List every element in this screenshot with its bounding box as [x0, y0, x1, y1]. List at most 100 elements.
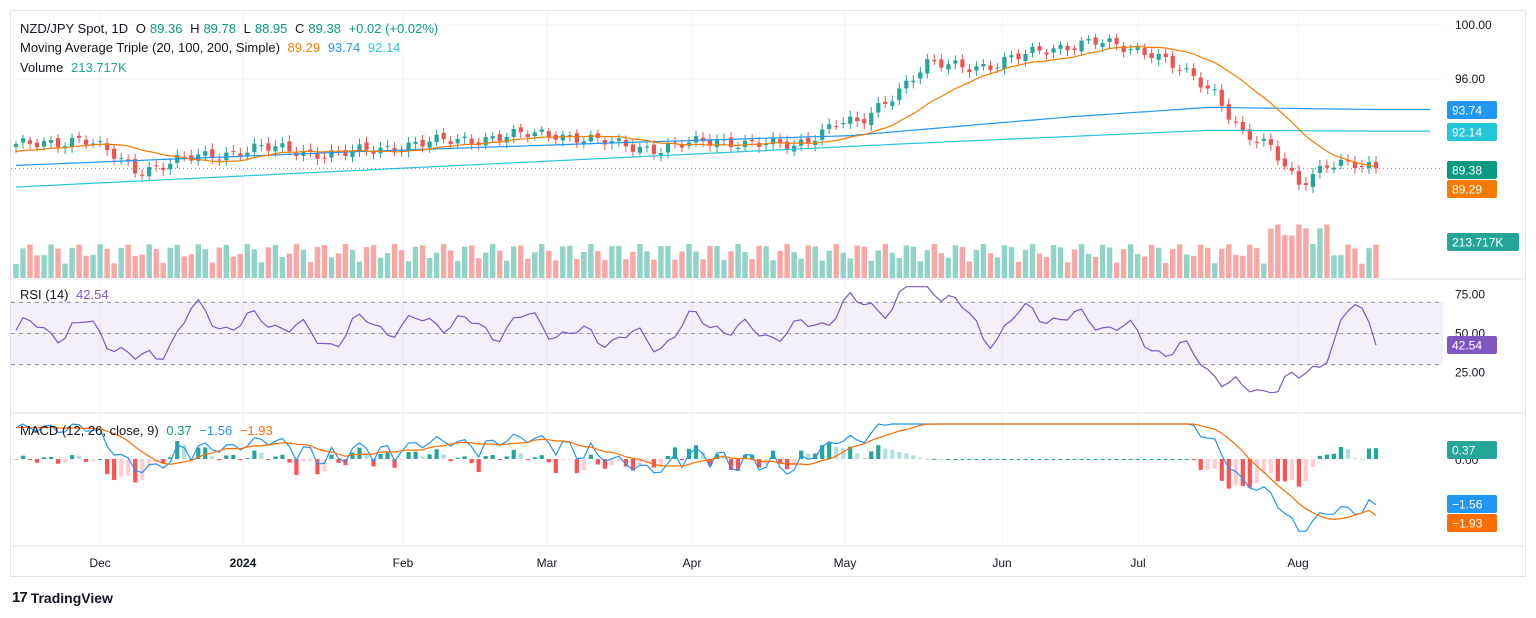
macd-hist-bar — [806, 453, 811, 459]
candle-body — [1261, 138, 1266, 141]
ma-label: Moving Average Triple (20, 100, 200, Sim… — [20, 40, 280, 55]
volume-bar — [125, 244, 131, 278]
candle-body — [644, 146, 650, 148]
macd-hist-bar — [721, 455, 727, 459]
candle-body — [532, 132, 537, 137]
candle-body — [1233, 121, 1238, 123]
macd-hist-bar — [609, 459, 614, 466]
volume-bar — [1057, 247, 1064, 278]
macd-hist-bar — [168, 457, 173, 459]
volume-bar — [938, 253, 945, 278]
candle-body — [105, 143, 110, 151]
candle-body — [785, 141, 790, 151]
macd-hist-bar — [553, 459, 558, 474]
macd-hist-bar — [714, 454, 720, 459]
macd-hist-bar — [140, 459, 145, 480]
volume-bar — [286, 253, 293, 278]
volume-bar — [1366, 248, 1372, 278]
candle-body — [504, 136, 509, 143]
volume-bar — [1317, 228, 1323, 278]
candle-body — [329, 150, 334, 158]
volume-bar — [1043, 257, 1050, 278]
macd-hist-bar — [301, 459, 306, 462]
volume-bar — [433, 252, 440, 278]
macd-hist-bar — [665, 455, 671, 459]
candle-body — [245, 152, 250, 156]
volume-bar — [62, 263, 68, 278]
macd-hist-bar — [147, 459, 152, 468]
macd-hist-bar — [378, 453, 383, 459]
tradingview-logo-icon: 17 — [12, 589, 28, 606]
macd-hist-bar — [1170, 459, 1175, 460]
candle-body — [27, 140, 33, 144]
macd-hist-bar — [55, 459, 61, 464]
volume-bar — [504, 260, 510, 278]
volume-bar — [55, 248, 61, 278]
candle-body — [413, 141, 418, 145]
macd-hist-bar — [700, 451, 706, 459]
candle-body — [343, 150, 348, 157]
macd-hist-bar — [883, 448, 888, 459]
candle-body — [385, 145, 390, 147]
macd-hist-bar — [1205, 459, 1210, 470]
macd-hist-bar — [925, 458, 930, 460]
ma20-value: 89.29 — [287, 40, 321, 55]
volume-bar — [1205, 247, 1211, 278]
symbol-title: NZD/JPY Spot, 1D — [20, 21, 129, 36]
candle-body — [1254, 141, 1259, 143]
macd-hist-bar — [876, 445, 881, 459]
volume-bar — [581, 252, 587, 278]
candle-body — [1009, 55, 1014, 58]
volume-bar — [490, 244, 496, 278]
candle-body — [1352, 161, 1358, 169]
volume-bar — [398, 250, 405, 278]
volume-bar — [735, 244, 741, 278]
macd-value: 0.37 — [166, 423, 192, 438]
candle-body — [1191, 68, 1196, 77]
macd-hist-bar — [280, 454, 285, 459]
volume-bar — [1134, 254, 1141, 278]
candle-body — [1002, 56, 1007, 69]
candle-body — [1212, 89, 1217, 91]
macd-hist-bar — [897, 451, 902, 459]
volume-bar — [973, 249, 980, 278]
volume-bar — [1148, 244, 1155, 278]
time-axis-label: Mar — [537, 556, 558, 570]
time-axis-label: 2024 — [230, 556, 257, 570]
macd-hist-bar — [1002, 459, 1007, 460]
tradingview-brand[interactable]: 17 TradingView — [12, 589, 113, 606]
candle-body — [1373, 161, 1379, 169]
macd-hist-bar — [911, 455, 916, 459]
macd-hist-bar — [119, 459, 124, 477]
volume-bar — [1247, 244, 1253, 278]
macd-hist-bar — [1233, 459, 1238, 486]
volume-bar — [475, 258, 482, 278]
volume-bar — [497, 250, 503, 278]
volume-bar — [13, 264, 19, 278]
macd-hist-bar — [960, 459, 965, 460]
time-axis-label: May — [834, 556, 857, 570]
volume-bar — [1296, 224, 1302, 278]
candle-body — [820, 129, 825, 140]
volume-bar — [1127, 244, 1134, 278]
ma200-line — [15, 129, 1431, 188]
macd-hist-bar — [679, 459, 685, 461]
candle-body — [168, 163, 173, 170]
volume-bar — [833, 244, 839, 278]
volume-bar — [349, 249, 356, 278]
candle-body — [357, 144, 362, 152]
volume-bar — [784, 244, 790, 278]
ma100-value: 93.74 — [327, 40, 361, 55]
candle-body — [427, 141, 432, 148]
macd-hist-bar — [1121, 459, 1126, 460]
volume-bar — [686, 244, 692, 278]
candle-body — [1345, 160, 1351, 162]
macd-hist-bar — [742, 455, 748, 459]
ma20-badge-bg — [1447, 180, 1497, 198]
volume-label: Volume — [20, 60, 64, 75]
volume-bar — [1324, 224, 1330, 278]
macd-hist-bar — [1352, 458, 1358, 460]
ohlc-open: O 89.36 — [135, 21, 183, 36]
candle-body — [511, 128, 516, 138]
